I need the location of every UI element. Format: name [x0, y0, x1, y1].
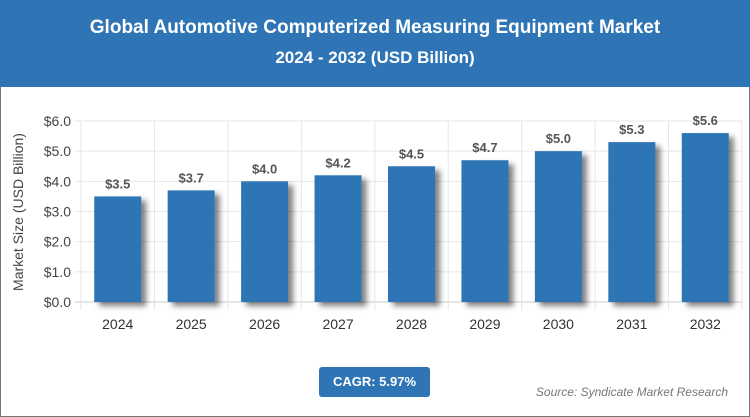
x-tick-label: 2032: [690, 316, 721, 332]
y-axis-label: Market Size (USD Billion): [10, 133, 26, 291]
chart-subtitle: 2024 - 2032 (USD Billion): [275, 48, 475, 67]
y-tick-label: $5.0: [44, 143, 71, 159]
x-tick-label: 2025: [176, 316, 207, 332]
x-tick-label: 2031: [616, 316, 647, 332]
data-label: $4.0: [252, 161, 277, 176]
bar-2030: [534, 151, 582, 302]
bar-2032: [681, 133, 729, 302]
source-note: Source: Syndicate Market Research: [535, 385, 728, 399]
header-banner: Global Automotive Computerized Measuring…: [0, 0, 750, 87]
y-tick-label: $0.0: [44, 294, 71, 310]
y-tick-label: $1.0: [44, 264, 71, 280]
data-label: $3.7: [179, 170, 204, 185]
y-tick-label: $4.0: [44, 173, 71, 189]
data-label: $5.3: [619, 122, 644, 137]
x-tick-label: 2026: [249, 316, 280, 332]
data-label: $3.5: [105, 176, 130, 191]
bar-2024: [94, 196, 142, 302]
data-label: $4.7: [472, 140, 497, 155]
data-label: $4.5: [399, 146, 424, 161]
x-tick-label: 2030: [543, 316, 574, 332]
x-tick-label: 2029: [469, 316, 500, 332]
x-tick-label: 2027: [322, 316, 353, 332]
bar-2028: [388, 166, 435, 302]
x-tick-label: 2028: [396, 316, 427, 332]
bar-2025: [167, 190, 215, 302]
y-tick-label: $3.0: [44, 204, 71, 220]
data-label: $5.0: [546, 131, 571, 146]
chart-title: Global Automotive Computerized Measuring…: [89, 17, 661, 38]
y-tick-label: $6.0: [44, 113, 71, 129]
x-tick-label: 2024: [102, 316, 133, 332]
data-label: $4.2: [325, 155, 350, 170]
bar-2031: [608, 142, 656, 302]
cagr-badge: CAGR: 5.97%: [319, 367, 430, 397]
bar-2026: [241, 181, 289, 302]
data-label: $5.6: [693, 113, 718, 128]
bar-2027: [314, 175, 362, 302]
y-tick-label: $2.0: [44, 234, 71, 250]
bar-2029: [461, 160, 509, 302]
